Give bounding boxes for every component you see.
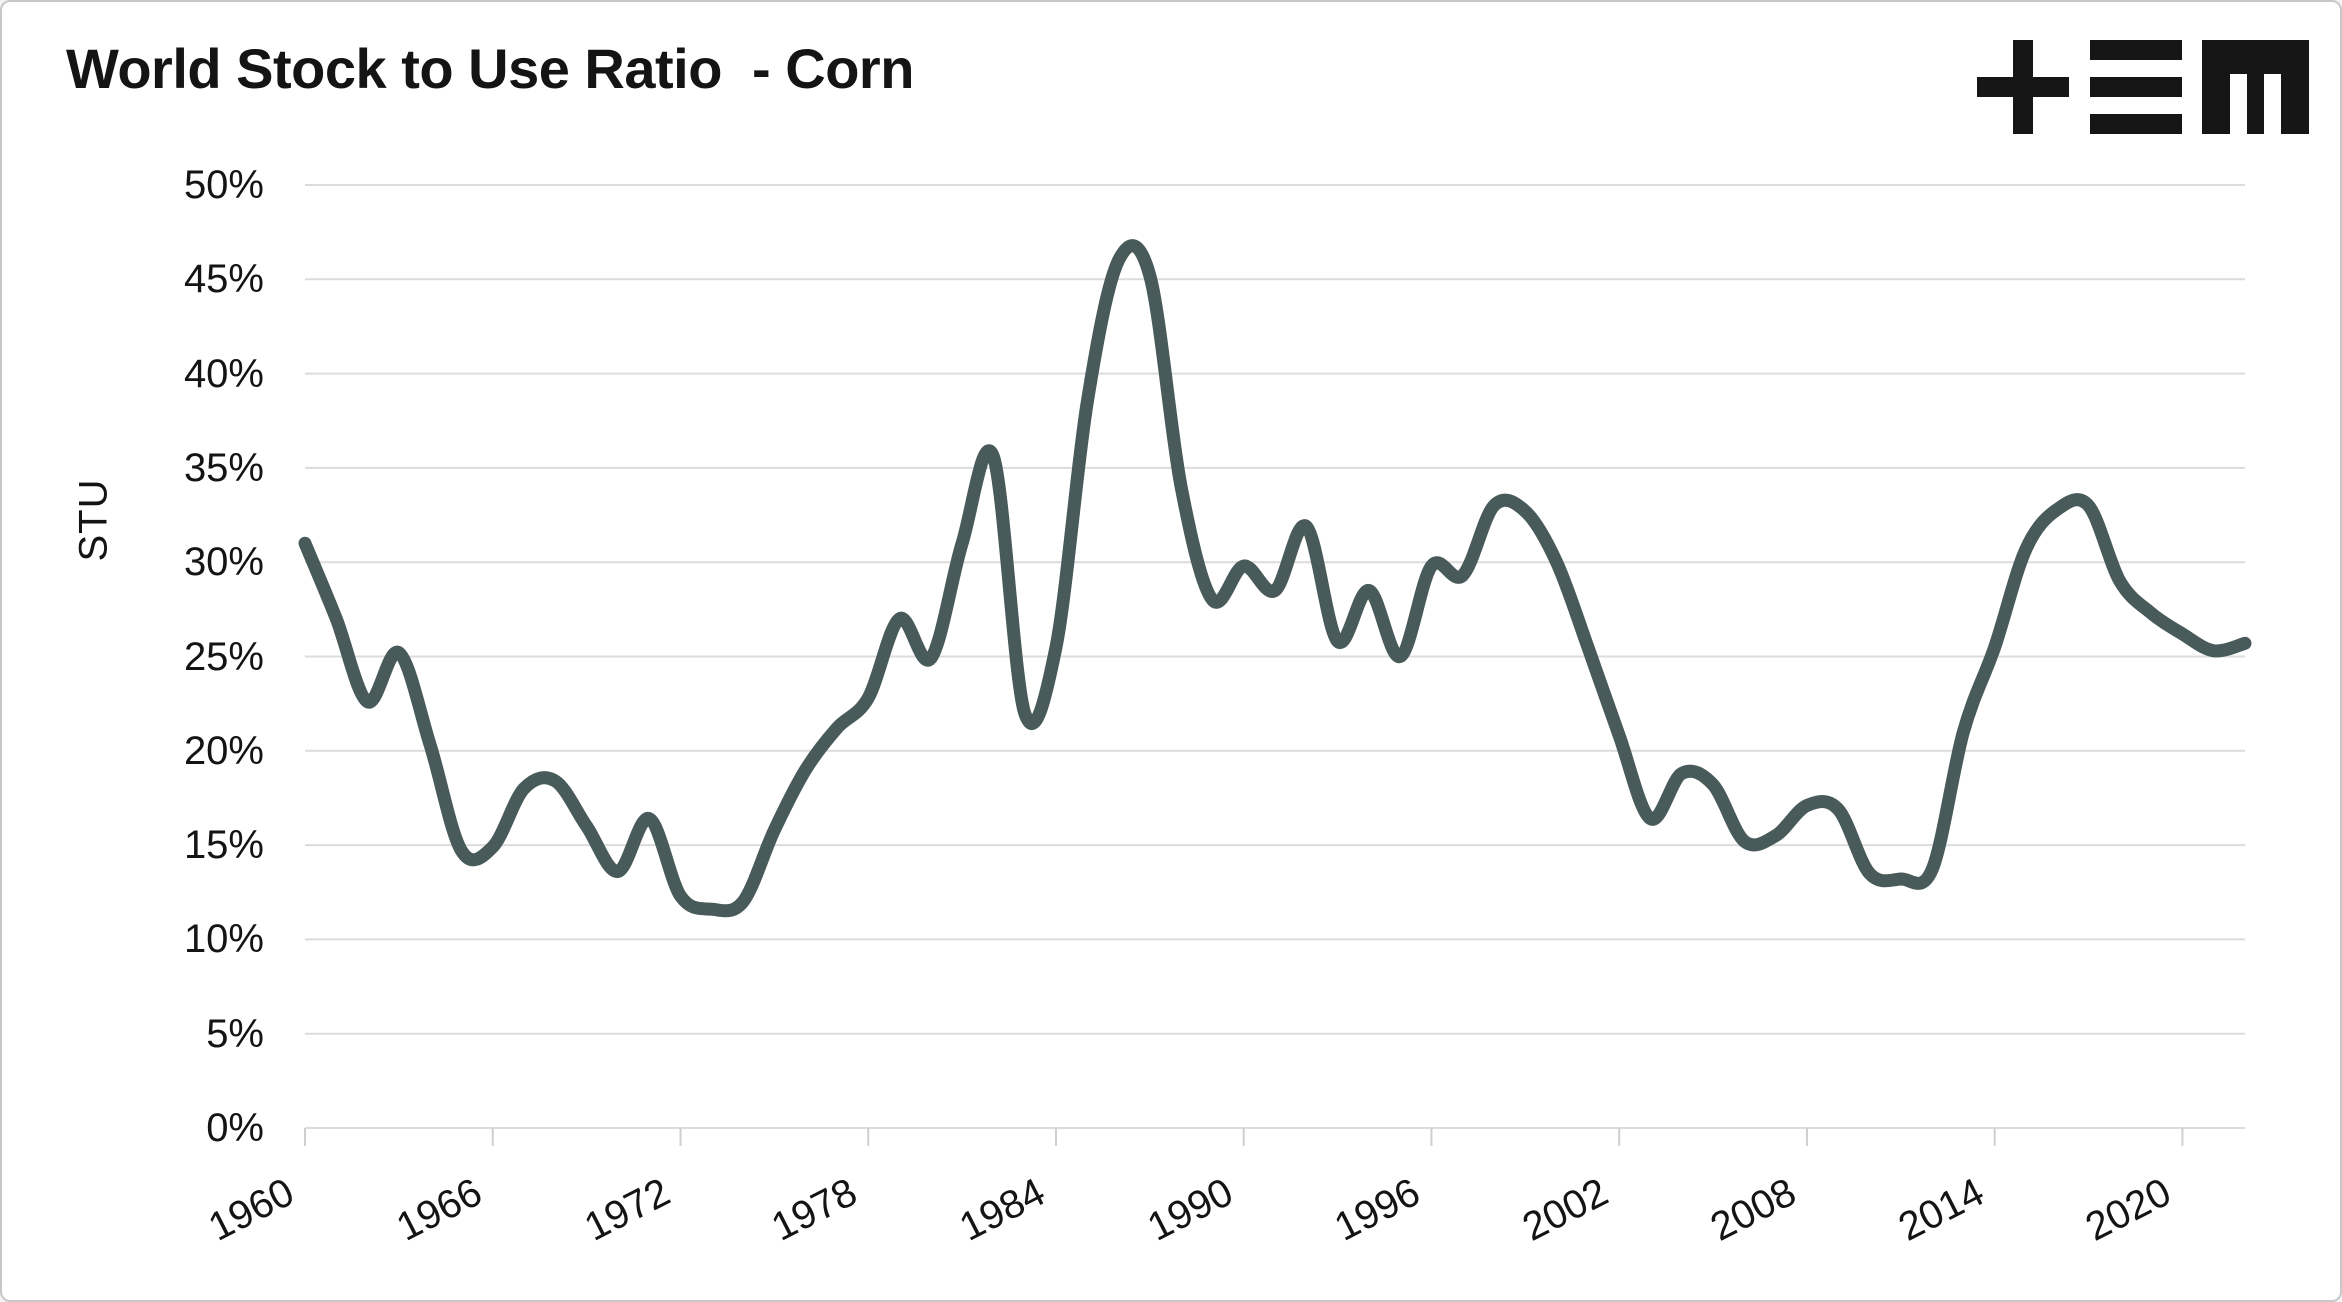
y-tick-label: 20% <box>183 728 264 773</box>
y-tick-label: 25% <box>183 634 264 679</box>
y-tick-label: 30% <box>183 540 264 585</box>
y-tick-label: 45% <box>183 257 264 302</box>
y-tick-label: 35% <box>183 445 264 490</box>
y-tick-label: 5% <box>206 1011 264 1056</box>
triple-bar-icon <box>2090 40 2182 134</box>
chart-title: World Stock to Use Ratio - Corn <box>66 37 914 100</box>
plus-equals-m-logo <box>1977 40 2309 134</box>
series-line <box>298 239 2252 918</box>
y-tick-label: 40% <box>183 351 264 396</box>
grid-layer <box>305 184 2245 1129</box>
y-tick-label: 50% <box>183 163 264 207</box>
plus-icon <box>1977 40 2069 134</box>
y-tick-label: 15% <box>183 823 264 868</box>
y-tick-label: 0% <box>206 1106 264 1150</box>
y-tick-label: 10% <box>183 917 264 962</box>
block-m-icon <box>2202 40 2309 134</box>
x-tick-marks <box>304 1128 2184 1146</box>
series-layer <box>298 239 2252 918</box>
